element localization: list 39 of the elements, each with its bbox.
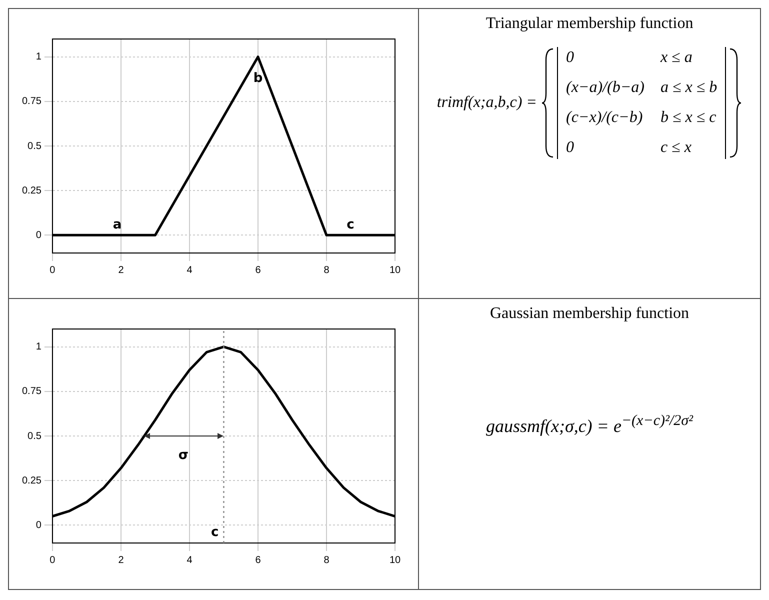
text: x ≤ a [660, 49, 694, 67]
text: (c−x)/(c−b) [566, 109, 644, 127]
y-tick-label: 1 [35, 342, 42, 353]
text: 0 [566, 139, 575, 157]
text: c ≤ x [660, 139, 692, 157]
text: (x−a)/(b−a) [566, 79, 644, 97]
x-tick-label: 8 [323, 264, 330, 276]
y-tick-label: 0.5 [27, 140, 42, 152]
annotation: a [112, 217, 122, 232]
x-tick-label: 0 [49, 264, 56, 276]
x-tick-label: 2 [118, 264, 124, 276]
y-tick-label: 0.25 [21, 475, 42, 486]
x-tick-label: 2 [118, 554, 124, 566]
text: b ≤ x ≤ c [660, 109, 718, 127]
annotation: σ [177, 448, 190, 463]
annotation: b [252, 70, 262, 86]
text: gaussmf(x;σ,c) = e$^{−(x−c)²/2σ²}$ [486, 413, 694, 437]
y-tick-label: 0 [35, 229, 42, 240]
x-tick-label: 4 [186, 264, 192, 276]
text: trimf(x;a,b,c) = [436, 94, 537, 112]
y-tick-label: 0.75 [21, 96, 42, 107]
annotation: c [346, 217, 354, 232]
x-tick-label: 0 [49, 554, 56, 566]
text: a ≤ x ≤ b [660, 79, 718, 97]
text: Triangular membership function [486, 15, 694, 33]
text: Gaussian membership function [490, 305, 690, 323]
x-tick-label: 10 [388, 554, 400, 566]
y-tick-label: 0.5 [27, 430, 42, 442]
y-tick-label: 0.25 [21, 184, 42, 196]
x-tick-label: 10 [388, 264, 400, 276]
y-tick-label: 1 [35, 51, 42, 62]
x-tick-label: 4 [186, 554, 192, 566]
x-tick-label: 6 [254, 554, 261, 566]
x-tick-label: 6 [254, 264, 261, 276]
x-tick-label: 8 [323, 554, 330, 566]
y-tick-label: 0.75 [21, 386, 42, 398]
text: 0 [566, 49, 575, 67]
ref-line-label: c [210, 524, 218, 540]
y-tick-label: 0 [35, 520, 42, 531]
